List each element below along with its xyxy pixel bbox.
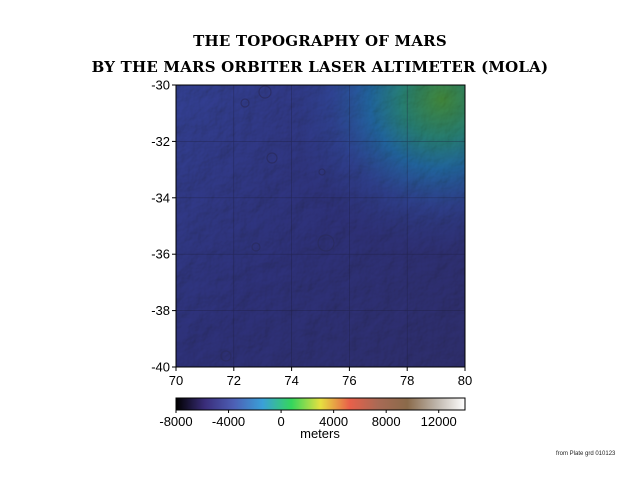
x-axis: 70 72 74 76 78 80 xyxy=(169,367,472,388)
y-tick-label: -34 xyxy=(151,190,170,205)
map-subtitle: BY THE MARS ORBITER LASER ALTIMETER (MOL… xyxy=(91,58,549,76)
y-tick-label: -32 xyxy=(151,134,170,149)
map-frame xyxy=(175,84,466,368)
x-tick-label: 70 xyxy=(169,373,183,388)
colorbar-tick-label: 4000 xyxy=(319,414,348,429)
x-tick-label: 80 xyxy=(458,373,472,388)
credit-text: from Plate grd 010123 xyxy=(556,451,616,457)
y-tick-label: -30 xyxy=(151,78,170,93)
crater-markings xyxy=(220,85,335,362)
y-tick-label: -40 xyxy=(151,360,170,375)
colorbar-tick-label: 8000 xyxy=(372,414,401,429)
colorbar-tick-label: -4000 xyxy=(212,414,245,429)
colorbar-ticks: -8000 -4000 0 4000 8000 12000 xyxy=(159,410,457,429)
x-tick-label: 78 xyxy=(400,373,414,388)
map-title: THE TOPOGRAPHY OF MARS xyxy=(193,32,447,50)
y-tick-label: -38 xyxy=(151,303,170,318)
colorbar-label: meters xyxy=(300,426,340,441)
colorbar-gradient xyxy=(175,397,466,411)
map-gridlines xyxy=(176,85,465,367)
x-tick-label: 74 xyxy=(284,373,298,388)
colorbar: -8000 -4000 0 4000 8000 12000 meters xyxy=(159,397,466,441)
map-image xyxy=(176,85,465,367)
y-axis: -30 -32 -34 -36 -38 -40 xyxy=(151,78,176,375)
y-tick-label: -36 xyxy=(151,247,170,262)
colorbar-tick-label: 0 xyxy=(277,414,284,429)
colorbar-tick-label: -8000 xyxy=(159,414,192,429)
x-tick-label: 76 xyxy=(342,373,356,388)
x-tick-label: 72 xyxy=(227,373,241,388)
colorbar-tick-label: 12000 xyxy=(421,414,457,429)
